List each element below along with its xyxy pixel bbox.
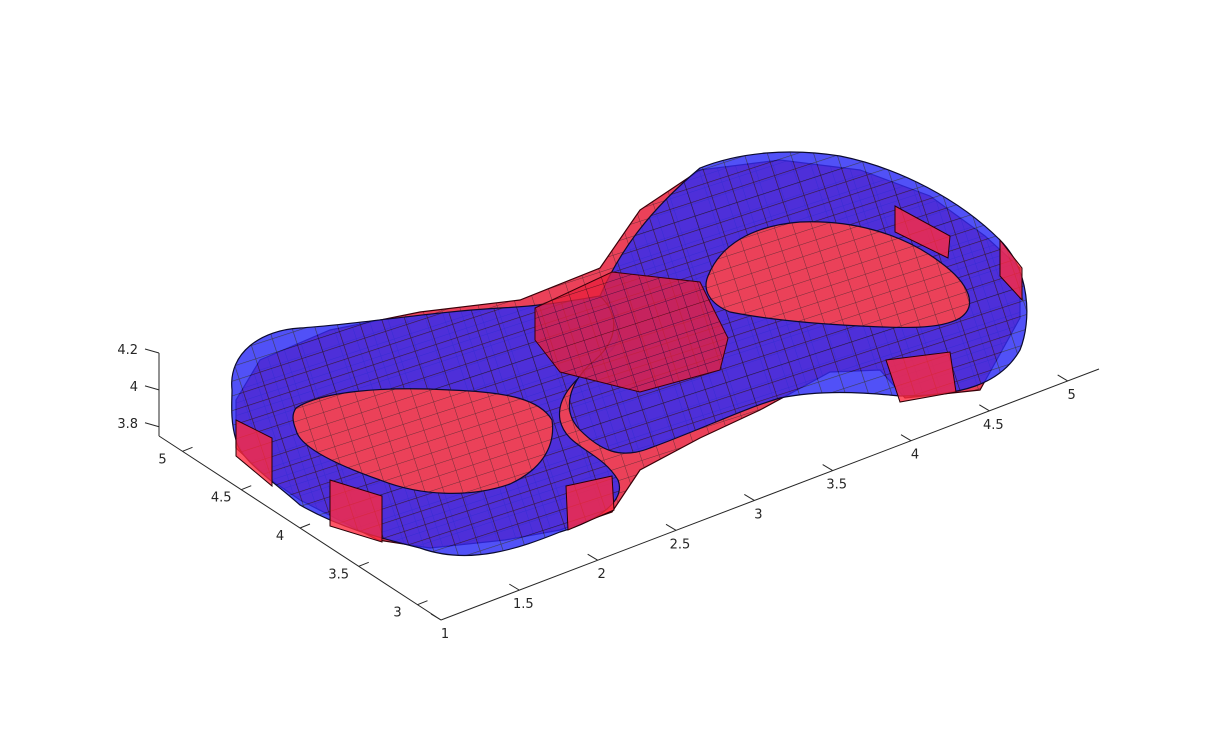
x-tick-label: 1.5 <box>513 597 534 612</box>
z-tick <box>144 348 160 354</box>
x-tick <box>744 494 755 501</box>
y-tick <box>417 600 428 606</box>
figure-eight-surface <box>231 151 1028 557</box>
z-ticks: 3.8 4 4.2 <box>117 343 160 432</box>
x-tick <box>665 523 677 531</box>
red-end-box-left-lower <box>235 419 273 488</box>
z-tick <box>144 422 160 428</box>
red-end-box-right <box>885 351 957 403</box>
x-tick <box>430 613 442 621</box>
blue-tube-mesh-left-loop <box>231 295 621 557</box>
x-tick <box>587 553 598 561</box>
y-tick <box>182 446 193 452</box>
red-end-box-left <box>329 479 383 543</box>
z-tick-label: 4 <box>130 380 138 395</box>
z-tick-label: 3.8 <box>117 417 138 432</box>
x-tick-label: 2.5 <box>670 537 691 552</box>
y-tick-label: 3.5 <box>328 567 349 582</box>
x-tick <box>509 583 520 591</box>
x-tick <box>900 434 912 442</box>
x-tick-label: 2 <box>598 567 606 582</box>
x-tick-label: 5 <box>1068 388 1076 403</box>
y-tick-label: 4.5 <box>211 491 232 506</box>
x-tick-label: 3.5 <box>826 478 847 493</box>
x-tick <box>979 404 990 412</box>
x-tick-label: 3 <box>754 507 762 522</box>
red-end-box-far-right <box>999 238 1023 302</box>
y-tick-label: 5 <box>158 452 166 467</box>
z-tick <box>144 385 160 391</box>
y-tick-label: 3 <box>393 606 401 621</box>
x-tick <box>822 464 833 472</box>
red-end-box-top-right <box>894 205 951 259</box>
y-ticks: 3 3.5 4 4.5 5 <box>158 446 428 621</box>
x-tick-label: 4.5 <box>983 418 1004 433</box>
y-tick-label: 4 <box>276 529 284 544</box>
x-ticks: 1 1.5 2 2.5 3 3.5 4 4.5 5 <box>430 374 1076 642</box>
red-center-panel <box>534 271 729 393</box>
y-tick <box>241 485 252 491</box>
x-tick-label: 1 <box>441 627 449 642</box>
x-tick-label: 4 <box>911 448 919 463</box>
y-tick <box>358 561 369 567</box>
x-tick <box>1057 374 1068 382</box>
red-end-box-bottom <box>565 475 615 531</box>
z-tick-label: 4.2 <box>117 343 138 358</box>
y-tick <box>299 523 311 529</box>
